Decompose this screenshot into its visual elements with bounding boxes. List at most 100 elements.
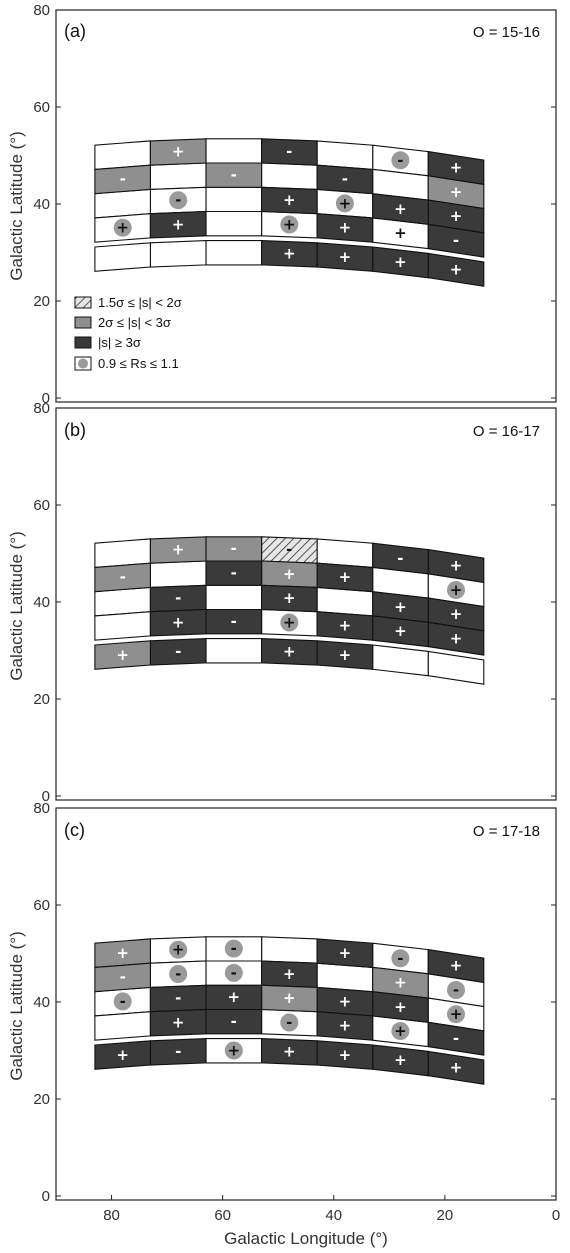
panel-b-cell-0-0-shape — [94, 640, 151, 670]
panel-c-cell-2-3-sign: - — [231, 964, 237, 982]
panel-a-cell-0-1-rs-marker — [113, 218, 132, 237]
panel-c-cell-5-2-sign: + — [394, 998, 407, 1016]
panel-a-cell-5-4: - — [372, 144, 429, 177]
panel-a-cell-3-4-shape — [261, 138, 318, 166]
panel-b-label: (b) — [64, 420, 86, 440]
panel-a-y-tick-label-40: 40 — [33, 196, 50, 213]
panel-c-cell-1-1: + — [149, 1008, 207, 1037]
panel-c-cell-2-4-sign: - — [231, 940, 237, 958]
panel-c-cell-6-0: + — [427, 1050, 485, 1085]
panel-a-cell-2-1-shape — [205, 210, 263, 237]
panel-b-cell-0-4-shape — [94, 538, 151, 568]
panel-a-cell-4-1-sign: + — [339, 219, 352, 237]
panel-a-cell-1-1-sign: + — [172, 216, 185, 234]
panel-a-cell-4-3-sign: - — [342, 170, 348, 188]
panel-b-cell-2-2 — [205, 584, 263, 611]
panel-a-cell-1-4: + — [149, 138, 207, 166]
panel-a-cell-0-3-shape — [94, 164, 151, 195]
legend-item-sig-2: 2σ ≤ |s| < 3σ — [74, 315, 171, 330]
panel-a-cell-0-4-shape — [94, 140, 151, 170]
panel-a-label: (a) — [64, 21, 86, 41]
panel-c-cell-1-3-rs-marker — [169, 965, 188, 983]
panel-b-cell-5-4-sign: - — [397, 549, 403, 567]
panel-a-cell-0-0-shape — [94, 242, 151, 272]
legend-label-sig-3: |s| ≥ 3σ — [98, 335, 141, 350]
panel-c-cell-0-0-sign: + — [116, 1046, 129, 1064]
panel-a-cell-3-4-sign: - — [286, 143, 292, 161]
panel-c-cell-0-0: + — [94, 1040, 151, 1070]
panel-a-cell-0-2 — [94, 188, 151, 219]
panel-c-cell-4-1: + — [316, 1011, 374, 1041]
panel-a-cell-2-1 — [205, 210, 263, 237]
panel-b-cell-6-2-sign: + — [450, 605, 463, 623]
panel-a-cell-4-0: + — [316, 242, 374, 272]
panel-b-cell-0-3-shape — [94, 562, 151, 593]
panel-b-cell-6-0 — [427, 650, 485, 685]
panel-c-cell-6-4-sign: + — [450, 957, 463, 975]
panel-b-cell-1-0: - — [149, 638, 207, 666]
panel-a-y-tick-label-60: 60 — [33, 99, 50, 116]
panel-a-cell-0-4 — [94, 140, 151, 170]
panel-c-cells: - + - + - - - + + - - + - + + + + + + + + + + + + - - + - + - + — [94, 936, 485, 1085]
panel-c-order-label: O = 17-18 — [473, 823, 540, 840]
panel-c-cell-5-0-sign: + — [394, 1051, 407, 1069]
panel-a-cell-6-0: + — [427, 252, 485, 287]
legend-swatch-sig-3 — [74, 336, 92, 349]
panel-c-y-ticks: 0 20 40 60 80 — [33, 800, 556, 1205]
panel-b-cell-6-0-shape — [427, 650, 485, 685]
panel-a: (a) O = 15-16 - + + + - + + + + - + + + - + + - + + - + + - 0 2… — [7, 2, 557, 407]
panel-a-cell-1-0 — [149, 240, 207, 268]
panel-a-cell-6-1: - — [427, 223, 485, 258]
panel-a-cell-3-2: + — [261, 186, 318, 215]
panel-b-cell-5-0 — [372, 644, 429, 677]
panel-c-cell-3-1-rs-marker — [280, 1013, 299, 1032]
panel-c-cell-6-2-rs-marker — [447, 1005, 465, 1024]
panel-b-cell-1-2: - — [149, 584, 207, 613]
panel-a-cell-3-0-shape — [261, 240, 318, 268]
legend-swatch-rs-circle — [78, 358, 88, 369]
panel-a-cell-3-3-shape — [261, 162, 318, 190]
panel-a-cell-2-2-shape — [205, 186, 263, 213]
panel-a-cell-3-2-sign: + — [283, 191, 296, 209]
panel-b-cell-2-2-shape — [205, 584, 263, 611]
panel-b-cell-4-2 — [316, 586, 374, 617]
panel-a-cell-1-3-shape — [149, 162, 207, 190]
panel-c-cell-1-2: - — [149, 984, 207, 1013]
panel-c-cell-3-2-sign: + — [283, 989, 296, 1007]
panel-b-cell-3-4-sign: - — [286, 541, 292, 559]
panel-a-cell-3-0: + — [261, 240, 318, 268]
legend-item-rs: 0.9 ≤ Rs ≤ 1.1 — [74, 356, 179, 371]
panel-a-cell-0-0 — [94, 242, 151, 272]
legend-label-sig-2: 2σ ≤ |s| < 3σ — [98, 315, 171, 330]
panel-b-y-tick-label-0: 0 — [42, 788, 50, 805]
x-tick-label-80: 80 — [103, 1207, 120, 1224]
panel-b-cell-6-3-rs-marker — [447, 581, 465, 599]
panel-b-cell-1-4: + — [149, 536, 207, 564]
panel-a-cell-2-4 — [205, 138, 263, 164]
panel-b-cell-3-2: + — [261, 584, 318, 613]
panel-b-cell-2-0 — [205, 638, 263, 664]
panel-a-cell-4-3-shape — [316, 164, 374, 195]
panel-a-cell-1-2-sign: - — [175, 191, 181, 209]
panel-b-y-tick-label-60: 60 — [33, 497, 50, 514]
panel-b-cell-6-3: + — [427, 573, 485, 608]
panel-b-cell-3-1-sign: + — [283, 614, 296, 632]
panel-b-cells: + + + + + - + + + + + - + + + - - - + - + - - + — [94, 536, 485, 685]
panel-a-cell-3-1-rs-marker — [280, 215, 299, 234]
panel-b-cell-1-4-shape — [149, 536, 207, 564]
panel-c-cell-4-3-shape — [316, 962, 374, 993]
panel-c-cell-4-3 — [316, 962, 374, 993]
panel-b-cell-3-1: + — [261, 608, 318, 637]
panel-a-cell-3-4: - — [261, 138, 318, 166]
panel-c-cell-4-1-shape — [316, 1011, 374, 1041]
panel-b-cell-0-1-shape — [94, 611, 151, 641]
panel-a-cell-4-2: + — [316, 188, 374, 219]
panel-a-cell-4-1-shape — [316, 213, 374, 243]
panel-c-cell-0-3: - — [94, 962, 151, 993]
panel-c-cell-4-4: + — [316, 938, 374, 968]
panel-c-cell-4-4-sign: + — [339, 944, 352, 962]
panel-c-cell-1-2-sign: - — [175, 989, 181, 1007]
panel-b-cell-0-1 — [94, 611, 151, 641]
panel-b-cell-6-3-sign: + — [450, 581, 463, 599]
panel-c-y-tick-label-40: 40 — [33, 994, 50, 1011]
